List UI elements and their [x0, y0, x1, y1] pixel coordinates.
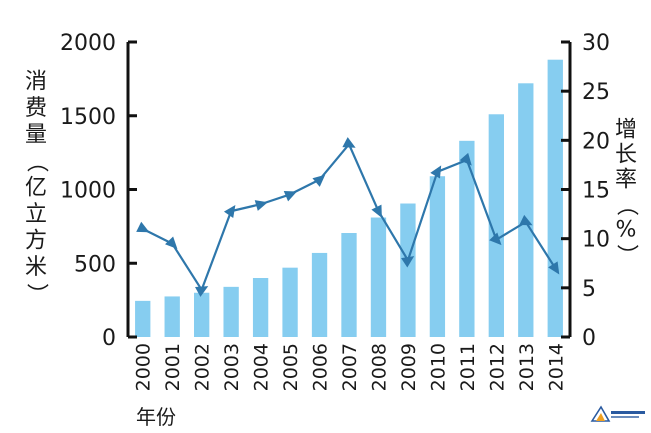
bar-2001: [164, 296, 180, 337]
bar-2000: [135, 300, 151, 337]
line-point-2011: [459, 152, 472, 166]
line-point-2003: [223, 204, 236, 219]
x-tick-label-2000: 2000: [133, 343, 155, 391]
line-point-2002: [195, 286, 209, 297]
y-right-title-char: 率: [615, 168, 637, 193]
x-tick-label-2004: 2004: [251, 343, 273, 391]
x-tick-label-2012: 2012: [486, 343, 508, 391]
y-left-title-char: 量: [25, 123, 47, 148]
line-point-2008: [371, 204, 382, 218]
line-point-2010: [430, 165, 442, 179]
x-tick-label-2011: 2011: [457, 343, 479, 391]
x-tick-label-2009: 2009: [398, 343, 420, 391]
line-point-2006: [312, 174, 326, 187]
bar-2008: [370, 217, 387, 337]
line-point-2000: [136, 221, 150, 233]
y-right-title-char: ）: [614, 244, 639, 266]
x-tick-label-2006: 2006: [310, 343, 332, 391]
x-tick-label-2001: 2001: [162, 343, 184, 391]
line-point-2001: [165, 236, 178, 249]
y-right-title-char: 增: [615, 118, 637, 143]
bar-2002: [194, 292, 210, 337]
axes: 0 500 1000 1500 2000 0 5 10 15 20 25 30 2000 2001 2002…: [60, 31, 610, 391]
y-right-title-char: （: [614, 194, 639, 216]
y-left-tick-label: 1500: [60, 105, 116, 130]
y-left-title-char: 立: [25, 202, 47, 227]
x-tick-label-2008: 2008: [368, 343, 390, 391]
y-left-title-char: 消: [25, 70, 47, 95]
x-tick-label-2014: 2014: [545, 343, 567, 391]
y-right-tick-label: 0: [582, 326, 596, 351]
y-left-title-char: ）: [24, 283, 49, 305]
x-axis-title: 年份: [136, 405, 176, 429]
x-tick-label-2007: 2007: [339, 343, 361, 391]
y-left-title-char: 米: [25, 255, 47, 280]
bar-2011: [459, 140, 475, 337]
x-tick-label-2010: 2010: [427, 343, 449, 391]
bar-2003: [223, 286, 239, 337]
bar-2004: [252, 278, 269, 337]
y-left-tick-label: 2000: [60, 31, 116, 56]
bar-2013: [518, 83, 534, 337]
y-right-title-char: 长: [615, 143, 637, 168]
line-point-2013: [519, 214, 533, 226]
bar-2007: [341, 233, 357, 337]
bar-2005: [282, 267, 298, 337]
line-point-2005: [283, 190, 297, 202]
y-left-title-char: （: [24, 150, 49, 172]
line-point-2004: [254, 200, 268, 211]
x-tick-label-2002: 2002: [192, 343, 214, 391]
line-series: [136, 137, 560, 297]
y-left-title-char: 亿: [25, 176, 47, 201]
y-left-title-char: 费: [25, 96, 47, 121]
y-right-tick-label: 25: [582, 80, 610, 105]
y-right-tick-label: 10: [582, 228, 610, 253]
y-left-tick-label: 0: [102, 326, 116, 351]
y-right-tick-label: 20: [582, 129, 610, 154]
line-point-2014: [548, 261, 560, 275]
site-logo-watermark: [590, 405, 645, 422]
bar-2010: [429, 176, 446, 337]
line-point-2009: [401, 256, 415, 268]
x-tick-label-2013: 2013: [516, 343, 538, 391]
y-left-tick-label: 500: [74, 252, 116, 277]
y-right-tick-label: 15: [582, 179, 610, 204]
bar-2014: [547, 59, 563, 337]
y-right-tick-label: 5: [582, 277, 596, 302]
y-left-title-char: 方: [25, 229, 47, 254]
bar-2009: [400, 203, 416, 337]
bar-series: [135, 59, 563, 338]
x-tick-label-2003: 2003: [221, 343, 243, 391]
bar-2012: [488, 114, 504, 338]
y-left-tick-label: 1000: [60, 179, 116, 204]
line-point-2012: [489, 232, 502, 246]
bar-2006: [311, 252, 328, 337]
y-right-tick-label: 30: [582, 31, 610, 56]
x-tick-label-2005: 2005: [280, 343, 302, 391]
y-right-title-char: %: [616, 218, 637, 243]
line-point-2007: [342, 137, 356, 148]
